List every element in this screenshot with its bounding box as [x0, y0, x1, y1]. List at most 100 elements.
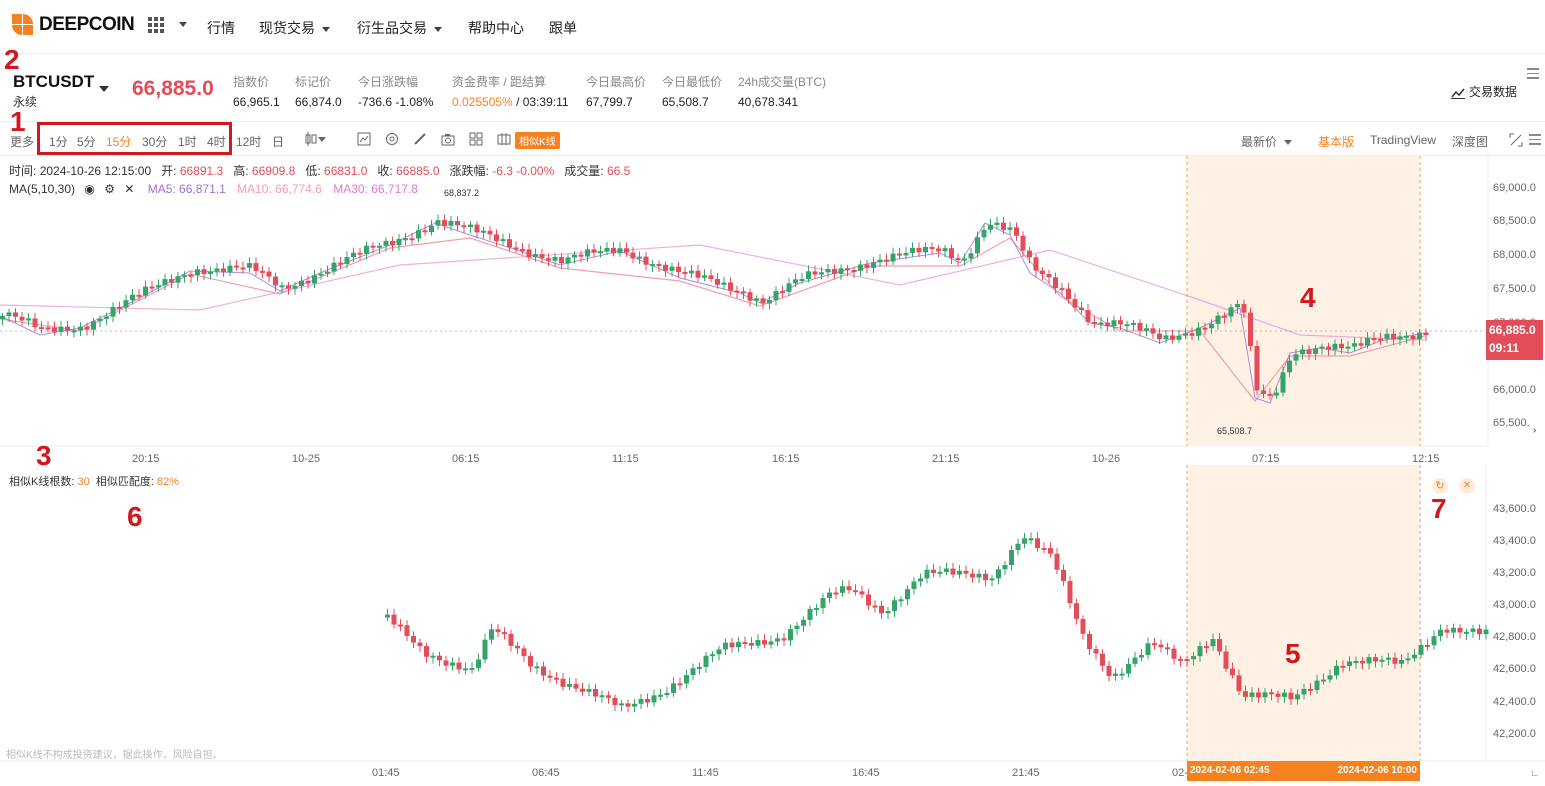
main-candle — [136, 294, 142, 297]
close-icon[interactable]: ✕ — [124, 182, 135, 196]
similar-candle — [846, 586, 852, 591]
top-navigation: DEEPCOIN 行情 现货交易 衍生品交易 帮助中心 跟单 — [0, 0, 1545, 54]
similar-candle — [476, 659, 481, 668]
similar-candle — [1477, 628, 1482, 635]
main-candle — [546, 258, 551, 261]
interval-12h[interactable]: 12时 — [236, 135, 262, 149]
view-depth[interactable]: 深度图 — [1452, 135, 1489, 149]
main-candle — [1202, 327, 1208, 330]
main-candle — [858, 264, 863, 271]
nav-help[interactable]: 帮助中心 — [468, 20, 524, 36]
similar-candle — [1431, 636, 1437, 646]
brand-logo[interactable]: DEEPCOIN — [12, 14, 135, 36]
chevron-down-icon — [1284, 140, 1293, 146]
main-candle — [1358, 343, 1364, 346]
nav-markets[interactable]: 行情 — [207, 20, 235, 36]
main-candle — [526, 249, 532, 258]
indicator-icon[interactable] — [357, 132, 371, 146]
similar-candle — [684, 675, 689, 684]
main-candle-chart[interactable]: 68,837.2 65,508.7 — [0, 150, 1545, 470]
nav-copy-trade[interactable]: 跟单 — [549, 20, 577, 36]
ma-info: MA(5,10,30) ◉ ⚙ ✕ MA5: 66,871.1 MA10: 66… — [9, 182, 418, 196]
main-candle — [702, 275, 707, 278]
similar-candle — [736, 642, 741, 648]
main-candle — [487, 230, 493, 235]
scroll-right-icon[interactable]: › — [1533, 425, 1537, 436]
similar-candle — [944, 568, 949, 572]
fullscreen-icon[interactable] — [1509, 133, 1523, 147]
layout-grid-icon[interactable] — [469, 132, 483, 146]
toolbar-menu-icon[interactable] — [1529, 134, 1541, 148]
main-candle — [383, 240, 389, 246]
main-candle — [318, 273, 324, 276]
ticker-menu-icon[interactable] — [1527, 68, 1539, 82]
similar-candle — [1366, 657, 1372, 664]
chevron-down-icon — [322, 26, 330, 32]
more-intervals-button[interactable]: 更多 — [10, 135, 35, 149]
main-candle — [182, 274, 187, 277]
eye-icon[interactable]: ◉ — [84, 182, 95, 196]
interval-30m[interactable]: 30分 — [142, 135, 168, 149]
main-candle — [78, 326, 83, 331]
symbol-dropdown-icon[interactable] — [99, 86, 109, 92]
main-candle — [689, 270, 694, 274]
main-x-tick: 10-25 — [292, 453, 321, 465]
main-candle — [1189, 333, 1195, 336]
main-candle — [1397, 336, 1403, 340]
main-candle — [19, 316, 25, 321]
symbol-name[interactable]: BTCUSDT — [13, 72, 95, 91]
main-candle — [533, 254, 538, 258]
main-candle — [448, 221, 454, 226]
similar-candle — [872, 605, 878, 608]
annotation-2: 2 — [4, 44, 20, 75]
similar-candle — [645, 698, 650, 703]
stat-mark-price: 标记价 66,874.0 — [295, 75, 342, 109]
similar-candle — [911, 581, 917, 590]
similar-candle — [599, 695, 605, 698]
similar-candle — [1392, 657, 1398, 664]
similar-candle — [606, 695, 611, 698]
similar-candle — [560, 678, 566, 687]
interval-1m[interactable]: 1分 — [49, 135, 68, 149]
interval-15m[interactable]: 15分 — [106, 135, 132, 149]
view-tradingview[interactable]: TradingView — [1370, 133, 1437, 147]
close-icon[interactable]: ✕ — [1459, 478, 1475, 494]
scroll-end-icon[interactable]: ∟ — [1530, 768, 1540, 779]
stat-index-price: 指数价 66,965.1 — [233, 75, 280, 109]
similar-candle — [801, 619, 806, 626]
interval-5m[interactable]: 5分 — [77, 135, 96, 149]
similar-kline-badge[interactable]: 相似K线 — [515, 132, 560, 149]
interval-4h[interactable]: 4时 — [207, 135, 226, 149]
view-basic[interactable]: 基本版 — [1318, 135, 1355, 149]
similar-candle — [996, 569, 1001, 579]
interval-1d[interactable]: 日 — [272, 135, 285, 149]
main-candle — [695, 270, 701, 278]
similar-x-tick: 21:45 — [1012, 767, 1040, 779]
similar-candle — [742, 642, 748, 645]
interval-1h[interactable]: 1时 — [178, 135, 197, 149]
trade-data-button[interactable]: 交易数据 — [1450, 83, 1517, 100]
apps-caret-icon[interactable] — [179, 22, 187, 27]
similar-candle — [391, 614, 397, 625]
main-x-tick: 11:15 — [612, 453, 639, 465]
main-candle — [279, 285, 285, 288]
similar-candle — [1093, 649, 1099, 654]
candle-type-icon[interactable] — [304, 132, 318, 146]
refresh-icon[interactable]: ↻ — [1432, 478, 1448, 494]
chevron-down-icon[interactable] — [318, 137, 326, 142]
nav-spot[interactable]: 现货交易 — [259, 18, 330, 38]
apps-grid-icon[interactable] — [148, 17, 164, 33]
main-candle — [864, 264, 870, 268]
settings-icon[interactable] — [385, 132, 399, 146]
pencil-icon[interactable] — [413, 132, 427, 146]
nav-derivatives[interactable]: 衍生品交易 — [357, 18, 442, 38]
price-mode-select[interactable]: 最新价 — [1241, 133, 1293, 150]
camera-icon[interactable] — [441, 132, 455, 146]
similar-kline-chart[interactable] — [0, 465, 1545, 786]
compare-kline-icon[interactable] — [497, 132, 511, 146]
similar-candle — [755, 640, 761, 646]
main-candle — [1105, 322, 1110, 327]
similar-candle — [1028, 538, 1034, 541]
gear-icon[interactable]: ⚙ — [104, 182, 115, 196]
similar-candle — [593, 688, 598, 697]
